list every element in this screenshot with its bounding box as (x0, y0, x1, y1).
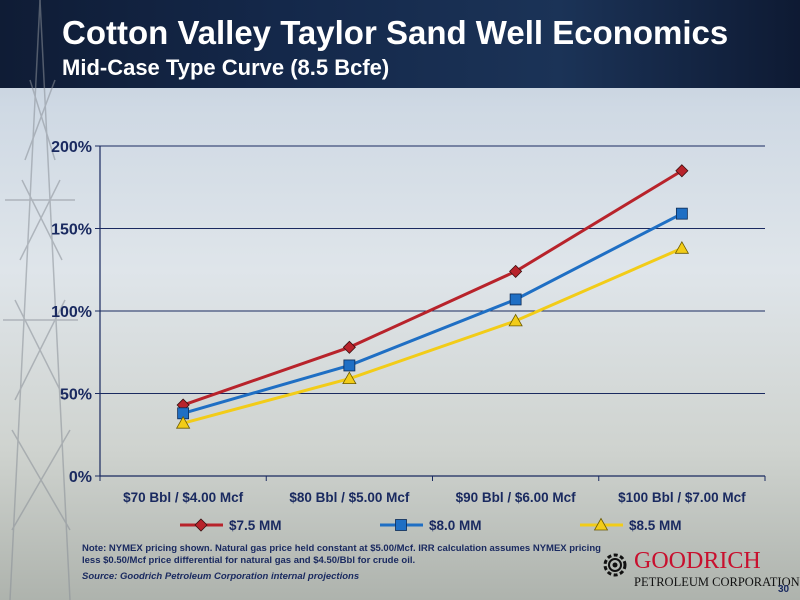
x-tick-label: $80 Bbl / $5.00 Mcf (289, 490, 410, 505)
series-line (182, 169, 683, 407)
y-tick-label: 200% (51, 139, 92, 156)
data-point (342, 371, 357, 385)
legend-marker (194, 518, 208, 532)
data-point (675, 207, 688, 220)
source-note: Source: Goodrich Petroleum Corporation i… (82, 571, 360, 582)
logo-subtitle: PETROLEUM CORPORATION (634, 575, 800, 589)
legend-label: $8.0 MM (429, 518, 482, 533)
y-tick-label: 50% (60, 387, 92, 404)
y-tick-label: 150% (51, 222, 92, 239)
irr-line-chart: 0% 50% 100% 150% 200% $70 Bbl / $4.00 Mcf $80 … (51, 139, 766, 533)
pricing-note: Note: NYMEX pricing shown. Natural gas p… (82, 543, 601, 566)
data-point (342, 340, 356, 354)
x-tick-label: $100 Bbl / $7.00 Mcf (618, 490, 746, 505)
title-banner (0, 0, 800, 88)
legend-label: $8.5 MM (629, 518, 682, 533)
data-point (175, 415, 191, 429)
y-tick-label: 100% (51, 304, 92, 321)
series-1 (177, 207, 688, 420)
gear-logo-icon (603, 553, 627, 577)
series-0 (176, 164, 689, 412)
legend-item: $7.5 MM (180, 518, 282, 533)
page-subtitle: Mid-Case Type Curve (8.5 Bcfe) (62, 55, 390, 80)
data-point (675, 164, 689, 178)
logo-name: GOODRICH (634, 548, 761, 574)
series-2 (175, 240, 690, 429)
series-line (182, 246, 683, 425)
legend-marker (593, 517, 609, 531)
legend-item: $8.0 MM (380, 518, 482, 533)
legend-item: $8.5 MM (580, 517, 682, 533)
y-tick-label: 0% (69, 469, 92, 486)
page-title: Cotton Valley Taylor Sand Well Economics (62, 14, 729, 51)
x-tick-label: $70 Bbl / $4.00 Mcf (123, 490, 244, 505)
series-line (182, 212, 683, 415)
data-point (508, 313, 523, 327)
page-number: 30 (778, 584, 790, 595)
data-point (509, 264, 523, 278)
legend-label: $7.5 MM (229, 518, 282, 533)
data-point (674, 240, 690, 254)
x-tick-label: $90 Bbl / $6.00 Mcf (456, 490, 577, 505)
data-point (343, 359, 356, 372)
data-point (509, 293, 522, 306)
legend-marker (395, 519, 407, 531)
company-logo: GOODRICH PETROLEUM CORPORATION (598, 548, 800, 592)
